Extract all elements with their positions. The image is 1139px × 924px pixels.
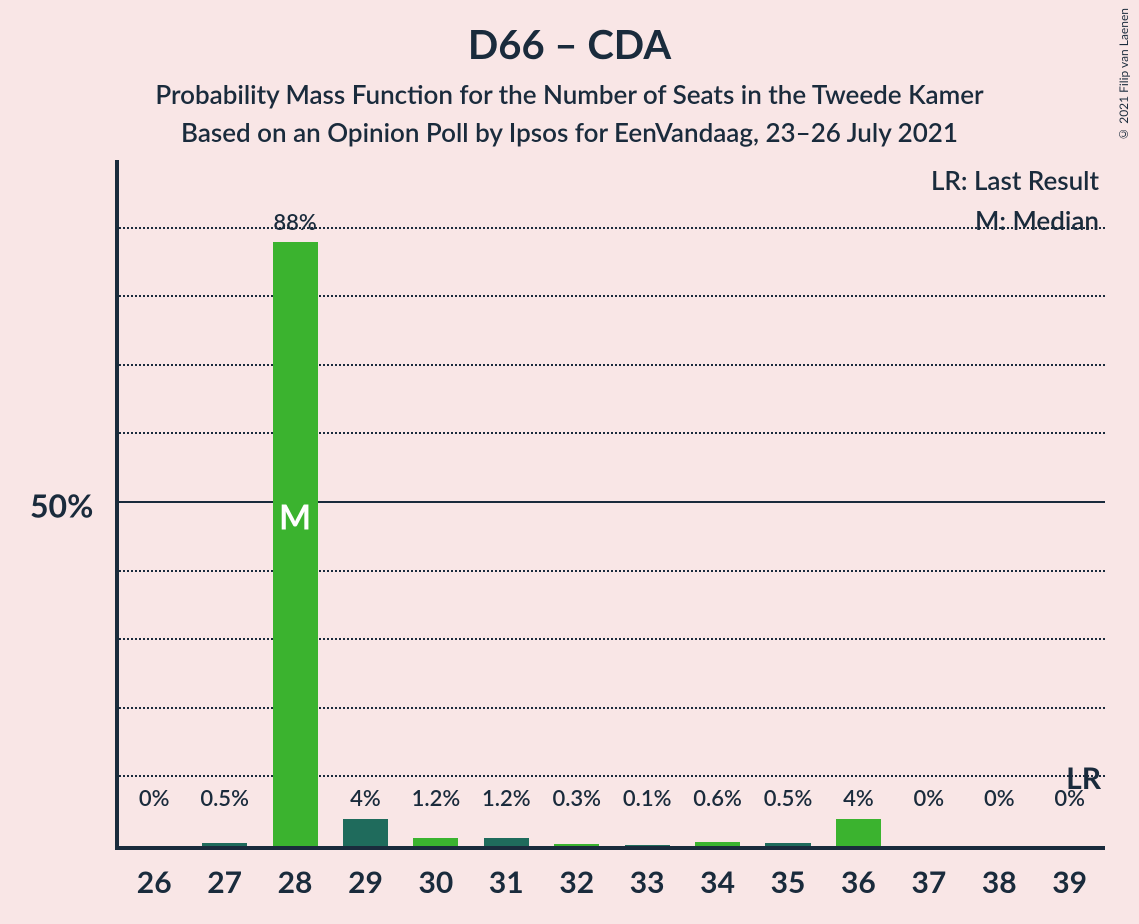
bar-column: 1.2%30 [401, 160, 471, 846]
bar-value-label: 4% [823, 784, 893, 811]
x-axis-label: 38 [964, 846, 1034, 900]
chart-title: D66 – CDA [0, 20, 1139, 68]
bar-column: 0%37 [894, 160, 964, 846]
bar-column: 4%29 [330, 160, 400, 846]
bar [484, 838, 529, 846]
x-axis-label: 27 [189, 846, 259, 900]
bar [836, 819, 881, 846]
x-axis-label: 33 [612, 846, 682, 900]
x-axis-label: 35 [753, 846, 823, 900]
bar-value-label: 0% [894, 784, 964, 811]
x-axis-label: 29 [330, 846, 400, 900]
lr-marker: LR [1066, 760, 1101, 796]
bar-column: 0%26 [119, 160, 189, 846]
bar-column: 4%36 [823, 160, 893, 846]
x-axis-label: 30 [401, 846, 471, 900]
bar-value-label: 0% [964, 784, 1034, 811]
plot-area: 0%260.5%2788%M284%291.2%301.2%310.3%320.… [115, 160, 1105, 850]
bar-column: 0.1%33 [612, 160, 682, 846]
bar-value-label: 0.1% [612, 784, 682, 811]
bar-value-label: 0% [119, 784, 189, 811]
x-axis-label: 28 [260, 846, 330, 900]
bar-column: 0.5%27 [189, 160, 259, 846]
x-axis-label: 26 [119, 846, 189, 900]
bar [413, 838, 458, 846]
bars-container: 0%260.5%2788%M284%291.2%301.2%310.3%320.… [119, 160, 1105, 846]
bar-value-label: 0.6% [682, 784, 752, 811]
bar-column: 0%39 [1034, 160, 1104, 846]
bar-column: 0.3%32 [542, 160, 612, 846]
chart-subtitle-1: Probability Mass Function for the Number… [0, 78, 1139, 110]
bar-value-label: 1.2% [471, 784, 541, 811]
x-axis-label: 32 [542, 846, 612, 900]
bar-column: 0%38 [964, 160, 1034, 846]
median-marker: M [260, 496, 330, 537]
bar-value-label: 0.5% [189, 784, 259, 811]
chart-canvas: D66 – CDA Probability Mass Function for … [0, 0, 1139, 924]
bar-column: 1.2%31 [471, 160, 541, 846]
x-axis-label: 36 [823, 846, 893, 900]
x-axis-label: 31 [471, 846, 541, 900]
bar [273, 242, 318, 846]
bar-value-label: 4% [330, 784, 400, 811]
x-axis-label: 34 [682, 846, 752, 900]
chart-copyright: © 2021 Filip van Laenen [1116, 8, 1131, 142]
bar-column: 0.6%34 [682, 160, 752, 846]
bar-value-label: 88% [260, 208, 330, 235]
x-axis-label: 37 [894, 846, 964, 900]
bar-value-label: 0.5% [753, 784, 823, 811]
chart-subtitle-2: Based on an Opinion Poll by Ipsos for Ee… [0, 116, 1139, 148]
bar [343, 819, 388, 846]
bar-value-label: 0.3% [542, 784, 612, 811]
x-axis-label: 39 [1034, 846, 1104, 900]
bar-column: 0.5%35 [753, 160, 823, 846]
bar-value-label: 1.2% [401, 784, 471, 811]
y-axis-label-50: 50% [30, 486, 93, 525]
bar-column: 88%M28 [260, 160, 330, 846]
